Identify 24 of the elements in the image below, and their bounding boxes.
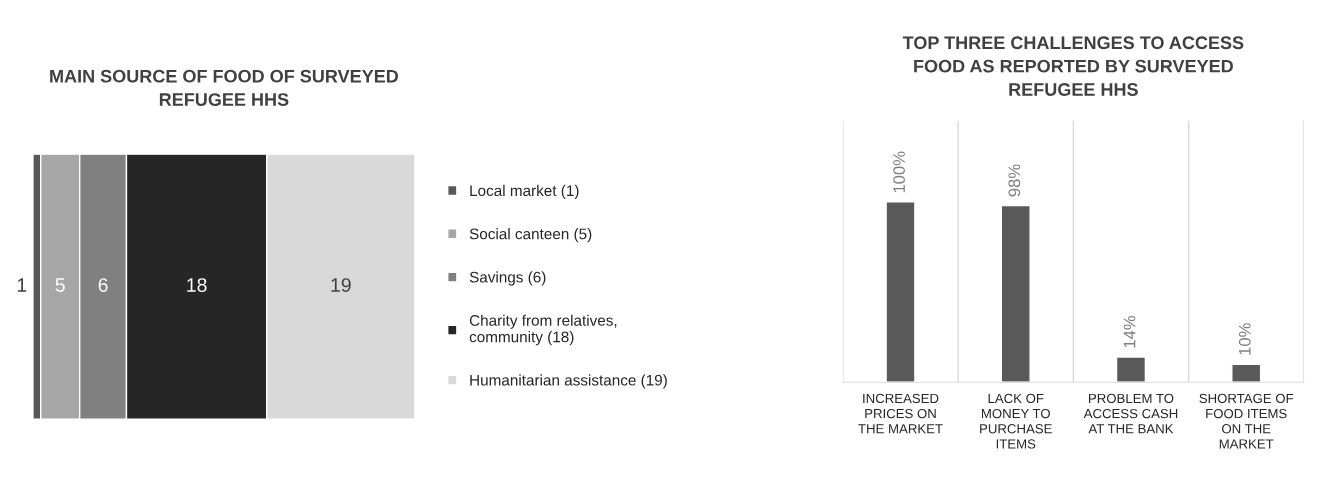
bar <box>885 201 916 383</box>
bar <box>1115 356 1147 383</box>
data-label: 98% <box>1008 164 1021 197</box>
data-label: 14% <box>1123 315 1136 348</box>
legend-label: Charity from relatives, community (18) <box>469 314 617 346</box>
data-label: 1 <box>17 278 27 292</box>
chart-title: TOP THREE CHALLENGES TO ACCESS FOOD AS REPORTED BY SURVEYED REFUGEE HHS <box>902 36 1244 96</box>
data-label: 5 <box>55 278 65 292</box>
data-label: 18 <box>187 278 207 292</box>
data-label: 6 <box>98 278 108 292</box>
x-tick-label: SHORTAGE OF FOOD ITEMS ON THE MARKET <box>1199 393 1294 449</box>
x-tick-label: PROBLEM TO ACCESS CASH AT THE BANK <box>1083 393 1178 434</box>
legend-label: Social canteen (5) <box>469 228 592 243</box>
legend-label: Local market (1) <box>470 184 579 200</box>
data-label: 100% <box>893 151 905 193</box>
data-label: 10% <box>1238 323 1251 355</box>
legend-label: Savings (6) <box>469 271 546 286</box>
x-tick-label: INCREASED PRICES ON THE MARKET <box>858 393 943 434</box>
legend-label: Humanitarian assistance (19) <box>470 374 667 389</box>
chart-title: MAIN SOURCE OF FOOD OF SURVEYED REFUGEE HHS <box>50 69 399 106</box>
x-tick-label: LACK OF MONEY TO PURCHASE ITEMS <box>980 393 1052 449</box>
bar <box>1000 204 1031 383</box>
data-label: 19 <box>331 278 351 292</box>
bar <box>1231 363 1262 383</box>
